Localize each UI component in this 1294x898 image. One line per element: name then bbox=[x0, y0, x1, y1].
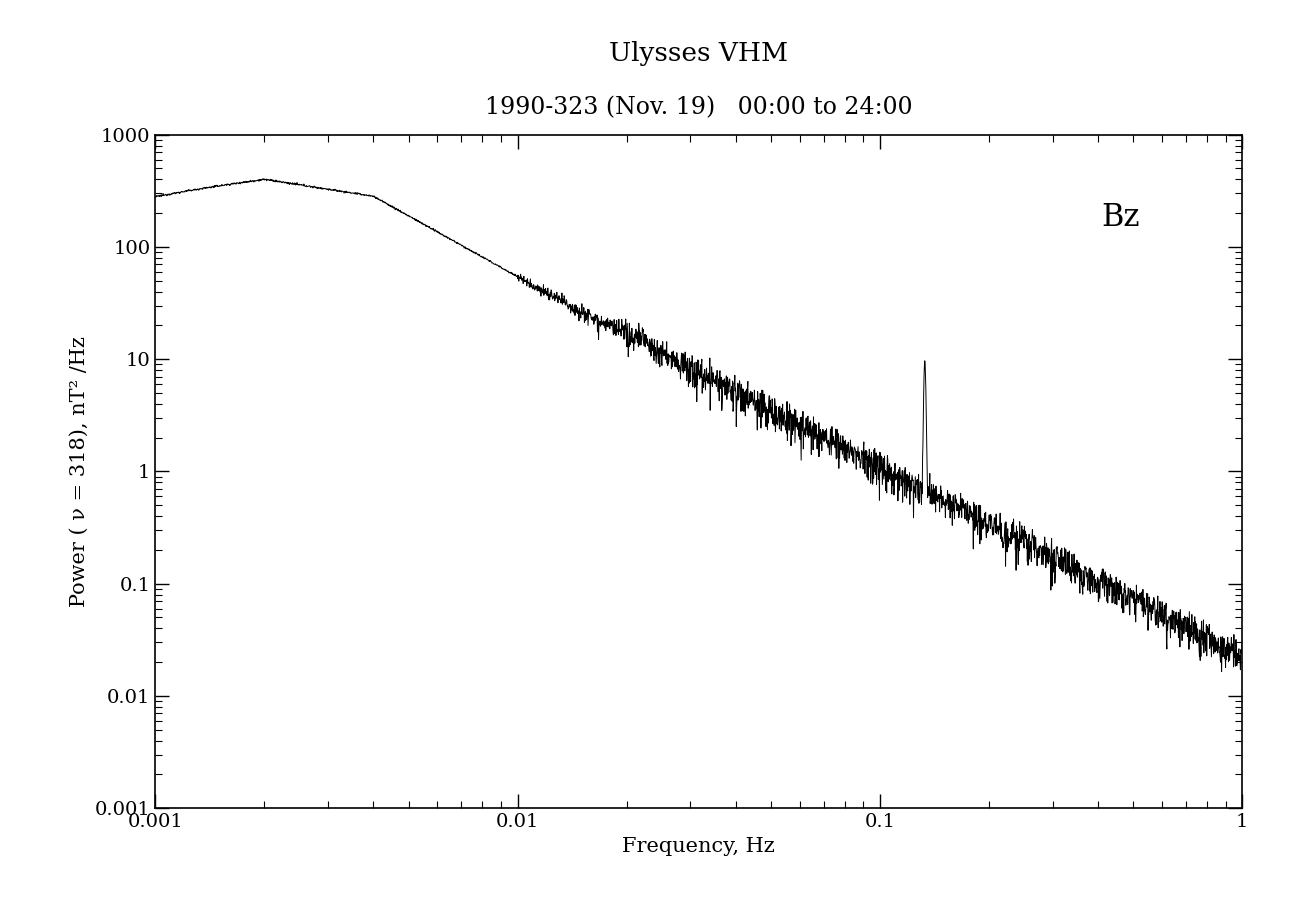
Text: 1990-323 (Nov. 19)   00:00 to 24:00: 1990-323 (Nov. 19) 00:00 to 24:00 bbox=[485, 96, 912, 119]
Text: Bz: Bz bbox=[1101, 202, 1140, 233]
X-axis label: Frequency, Hz: Frequency, Hz bbox=[622, 837, 775, 856]
Y-axis label: Power ( ν = 318), nT² /Hz: Power ( ν = 318), nT² /Hz bbox=[70, 336, 89, 607]
Text: Ulysses VHM: Ulysses VHM bbox=[609, 41, 788, 66]
